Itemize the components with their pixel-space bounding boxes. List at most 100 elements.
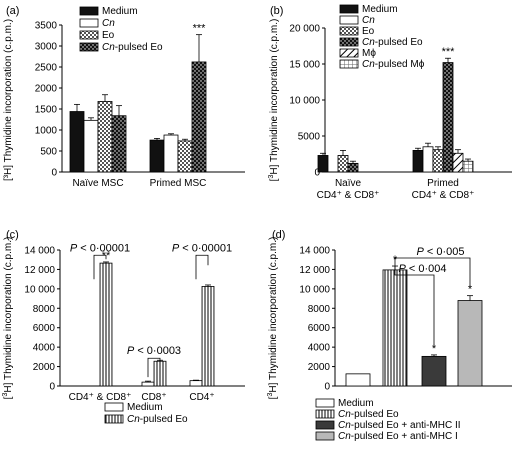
bar bbox=[442, 62, 454, 173]
bar bbox=[97, 101, 113, 173]
panel-label: (b) bbox=[270, 5, 283, 17]
legend-swatch bbox=[315, 420, 335, 430]
p-value-label: P < 0·0003 bbox=[127, 345, 181, 357]
legend-label: Medium bbox=[102, 6, 138, 17]
panel-d: (d)[3H] Thymidine incorporation (c.p.m.)… bbox=[267, 229, 512, 442]
y-tick-label: 5000 bbox=[298, 132, 321, 143]
panel-b: (b) [3H] Thymidine incorporation (c.p.m.)… bbox=[268, 4, 512, 201]
y-tick-label: 2500 bbox=[35, 63, 58, 74]
y-tick-label: 2000 bbox=[308, 362, 331, 373]
y-tick-label: 0 bbox=[49, 382, 55, 393]
panel-label: (d) bbox=[272, 229, 285, 241]
significance-bracket bbox=[394, 260, 435, 347]
legend-label: Cn-pulsed Mϕ bbox=[362, 59, 425, 70]
x-tick-label: Naïve MSC bbox=[72, 178, 123, 189]
bar bbox=[462, 160, 474, 173]
significance-bracket bbox=[147, 357, 161, 378]
bar bbox=[337, 155, 349, 173]
panel-label: (c) bbox=[6, 229, 19, 241]
legend-swatch bbox=[315, 398, 335, 408]
y-tick-label: 15 000 bbox=[289, 60, 320, 71]
significance-marker: * bbox=[432, 343, 437, 355]
y-tick-label: 20 000 bbox=[289, 24, 320, 35]
y-tick-label: 6000 bbox=[308, 323, 331, 334]
bar bbox=[141, 381, 155, 387]
y-tick-label: 2000 bbox=[33, 362, 56, 373]
x-tick-label: Primed MSC bbox=[150, 178, 207, 189]
bar bbox=[83, 119, 99, 173]
y-tick-label: 1000 bbox=[35, 126, 58, 137]
bar bbox=[422, 146, 434, 173]
p-value-label: P < 0·00001 bbox=[70, 242, 130, 254]
y-axis-label: [3H] Thymidine incorporation (c.p.m.) bbox=[2, 237, 14, 400]
legend-label: Cn-pulsed Eo bbox=[362, 37, 423, 48]
legend-label: Eo bbox=[362, 26, 375, 37]
significance-marker: * bbox=[468, 284, 473, 296]
bar bbox=[149, 139, 165, 173]
legend-swatch bbox=[315, 409, 335, 419]
legend-label: Mϕ bbox=[362, 48, 376, 59]
p-value-label: P < 0·00001 bbox=[172, 242, 232, 254]
legend-label: Cn-pulsed Eo + anti-MHC II bbox=[338, 420, 461, 431]
legend-label: Eo bbox=[102, 30, 115, 41]
y-tick-label: 1500 bbox=[35, 105, 58, 116]
y-tick-label: 12 000 bbox=[299, 265, 330, 276]
y-tick-label: 10 000 bbox=[289, 96, 320, 107]
legend-swatch bbox=[339, 4, 359, 14]
legend-swatch bbox=[315, 431, 335, 441]
x-tick-label: Naïve bbox=[335, 178, 362, 189]
legend-label: Cn bbox=[362, 15, 375, 26]
bar bbox=[177, 140, 193, 173]
bar bbox=[317, 155, 329, 173]
significance-bracket bbox=[394, 257, 471, 288]
bar bbox=[201, 286, 215, 387]
panel-c: (c)[3H] Thymidine incorporation (c.p.m.)… bbox=[2, 229, 245, 425]
bar bbox=[452, 152, 464, 173]
y-tick-label: 2000 bbox=[35, 84, 58, 95]
y-tick-label: 8000 bbox=[308, 304, 331, 315]
y-tick-label: 0 bbox=[324, 382, 330, 393]
y-tick-label: 3500 bbox=[35, 21, 58, 32]
y-tick-label: 4000 bbox=[308, 343, 331, 354]
legend-swatch bbox=[104, 414, 124, 424]
x-tick-label: Primed bbox=[427, 178, 459, 189]
x-tick-label: CD8⁺ bbox=[141, 392, 166, 403]
bar bbox=[457, 300, 483, 387]
bar bbox=[191, 61, 207, 173]
x-tick-label: CD4⁺ & CD8⁺ bbox=[412, 190, 475, 201]
y-tick-label: 4000 bbox=[33, 343, 56, 354]
y-tick-label: 8000 bbox=[33, 304, 56, 315]
legend-swatch bbox=[79, 42, 99, 52]
legend-label: Medium bbox=[338, 398, 374, 409]
p-value-label: P < 0·004 bbox=[398, 263, 446, 275]
bar bbox=[153, 360, 167, 387]
legend-label: Cn-pulsed Eo + anti-MHC I bbox=[338, 431, 458, 442]
legend-swatch bbox=[79, 30, 99, 40]
y-tick-label: 10 000 bbox=[24, 284, 55, 295]
panel-label: (a) bbox=[6, 5, 19, 17]
legend-swatch bbox=[339, 59, 359, 69]
y-axis-label: [3H] Thymidine incorporation (c.p.m.) bbox=[268, 19, 280, 182]
legend-swatch bbox=[79, 6, 99, 16]
bar bbox=[111, 115, 127, 173]
legend-swatch bbox=[79, 18, 99, 28]
y-tick-label: 3000 bbox=[35, 42, 58, 53]
y-axis-label: [3H] Thymidine incorporation (c.p.m.) bbox=[267, 237, 279, 400]
y-tick-label: 10 000 bbox=[299, 284, 330, 295]
legend-label: Medium bbox=[362, 4, 398, 15]
legend-swatch bbox=[104, 402, 124, 412]
x-tick-label: CD4⁺ & CD8⁺ bbox=[69, 392, 132, 403]
legend-label: Medium bbox=[127, 402, 163, 413]
y-tick-label: 12 000 bbox=[24, 265, 55, 276]
legend-swatch bbox=[339, 37, 359, 47]
significance-bracket bbox=[195, 254, 209, 280]
bar bbox=[421, 355, 447, 387]
p-value-label: P < 0·005 bbox=[416, 246, 464, 258]
y-tick-label: 14 000 bbox=[299, 246, 330, 257]
y-tick-label: 0 bbox=[51, 168, 57, 179]
y-tick-label: 6000 bbox=[33, 323, 56, 334]
y-tick-label: 0 bbox=[314, 168, 320, 179]
significance-bracket bbox=[93, 254, 107, 280]
significance-marker: ** bbox=[102, 250, 111, 262]
